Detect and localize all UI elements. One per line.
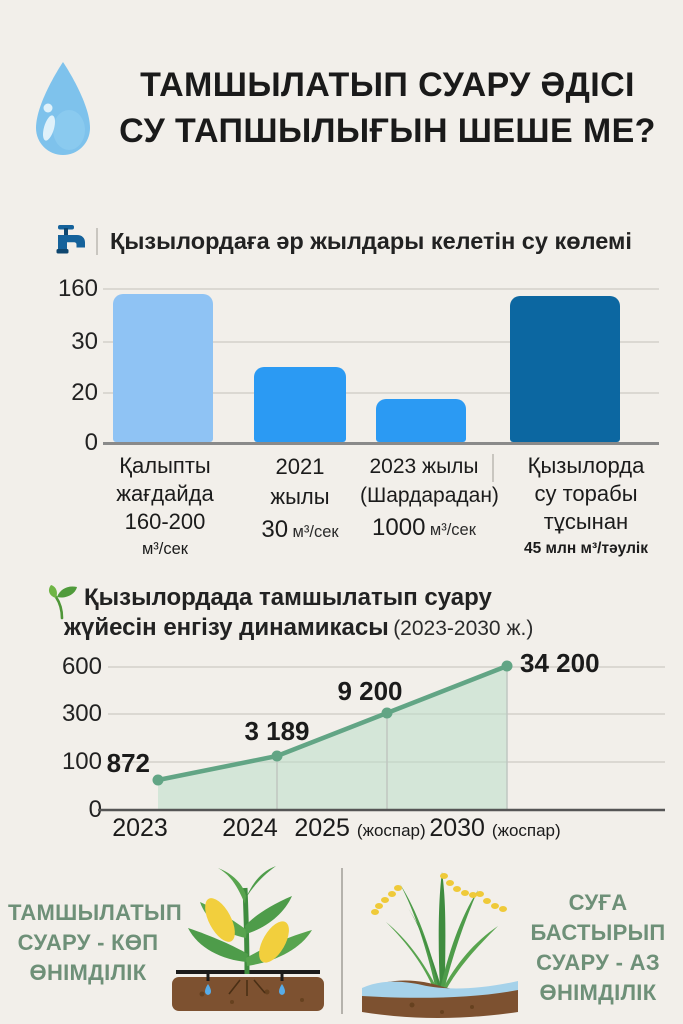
footer-divider [341, 868, 343, 1014]
bar-chart-baseline [103, 442, 659, 445]
line-ytick-300: 300 [61, 700, 102, 727]
grain-head [476, 891, 507, 912]
line-chart-plot: 872 3 189 9 200 34 200 [98, 650, 665, 812]
line-series [155, 663, 510, 783]
gridline-30 [103, 341, 659, 343]
point-2024 [271, 750, 283, 762]
point-2023 [152, 774, 164, 786]
bar-label-2023: 2023 жылы (Шардарадан) 1000 м³/сек [360, 455, 499, 541]
water-section-title: Қызылордаға әр жылдары келетін су көлемі [110, 228, 632, 254]
bar-label-normal-flow: Қалыпты жағдайда 160-200 м³/сек [116, 453, 214, 558]
rice-plant-illustration [362, 872, 518, 1018]
bar-chart [112, 289, 657, 443]
drip-section-title-line2: жүйесін енгізу динамикасы (2023-2030 ж.) [64, 614, 534, 641]
bar-2023 [376, 398, 466, 442]
line-xtick-2030: 2030 (жоспар) [429, 814, 561, 842]
bar-ytick-0: 0 [84, 429, 98, 456]
grain-head [440, 873, 477, 898]
page-title-line2: СУ ТАПШЫЛЫҒЫН ШЕШЕ МЕ? [119, 112, 656, 150]
point-2025 [381, 707, 393, 719]
bar-2021 [254, 366, 346, 442]
footer-left-label: ТАМШЫЛАТЫП СУАРУ - КӨП ӨНІМДІЛІК [8, 900, 182, 985]
roots [228, 979, 266, 996]
bar-water-station [510, 295, 620, 442]
drip-section-title-note: (2023-2030 ж.) [393, 617, 534, 640]
line-xtick-2024: 2024 [222, 814, 278, 842]
flood-water [362, 981, 518, 998]
bar-ytick-160: 160 [57, 275, 98, 302]
line-ytick-600: 600 [61, 653, 102, 680]
water-drop-icon [36, 62, 90, 155]
point-2030 [501, 660, 513, 672]
bar-normal-flow [113, 294, 213, 442]
line-xtick-2025: 2025 (жоспар) [294, 814, 426, 842]
grain-head [371, 885, 402, 915]
bar-label-water-station: Қызылорда су торабы тұсынан 45 млн м³/тә… [524, 453, 648, 557]
value-label-3189: 3 189 [244, 716, 309, 746]
line-chart: 600 300 100 0 872 3 189 9 200 34 200 202… [0, 650, 683, 855]
faucet-icon [56, 225, 85, 254]
sprout-icon [48, 585, 77, 620]
water-drop-right [279, 984, 285, 995]
gridline-160 [103, 288, 659, 290]
line-ytick-100: 100 [61, 748, 102, 775]
page-title: ТАМШЫЛАТЫП СУАРУ ӘДІСІ СУ ТАПШЫЛЫҒЫН ШЕШ… [100, 62, 675, 154]
value-label-872: 872 [107, 748, 150, 778]
page-title-line1: ТАМШЫЛАТЫП СУАРУ ӘДІСІ [140, 66, 635, 104]
water-drop-left [205, 984, 211, 995]
footer-right-label: СУҒА БАСТЫРЫП СУАРУ - АЗ ӨНІМДІЛІК [530, 890, 666, 1005]
line-xtick-2023: 2023 [112, 814, 168, 842]
header-divider [96, 228, 98, 255]
corn-cob-right [259, 921, 289, 963]
bar-ytick-20: 20 [71, 379, 98, 406]
line-ytick-0: 0 [88, 796, 102, 823]
drip-section-title-line1: Қызылордада тамшылатып суару [84, 584, 492, 611]
value-label-34200: 34 200 [520, 650, 600, 678]
bar-label-2021: 2021 жылы 30 м³/сек [261, 454, 339, 543]
gridline-20 [103, 392, 659, 394]
category-divider [492, 454, 494, 482]
corn-cob-left [205, 898, 235, 942]
value-label-9200: 9 200 [337, 676, 402, 706]
bar-ytick-30: 30 [71, 328, 98, 355]
soil [172, 977, 324, 1011]
corn-plant-illustration [172, 866, 324, 1011]
